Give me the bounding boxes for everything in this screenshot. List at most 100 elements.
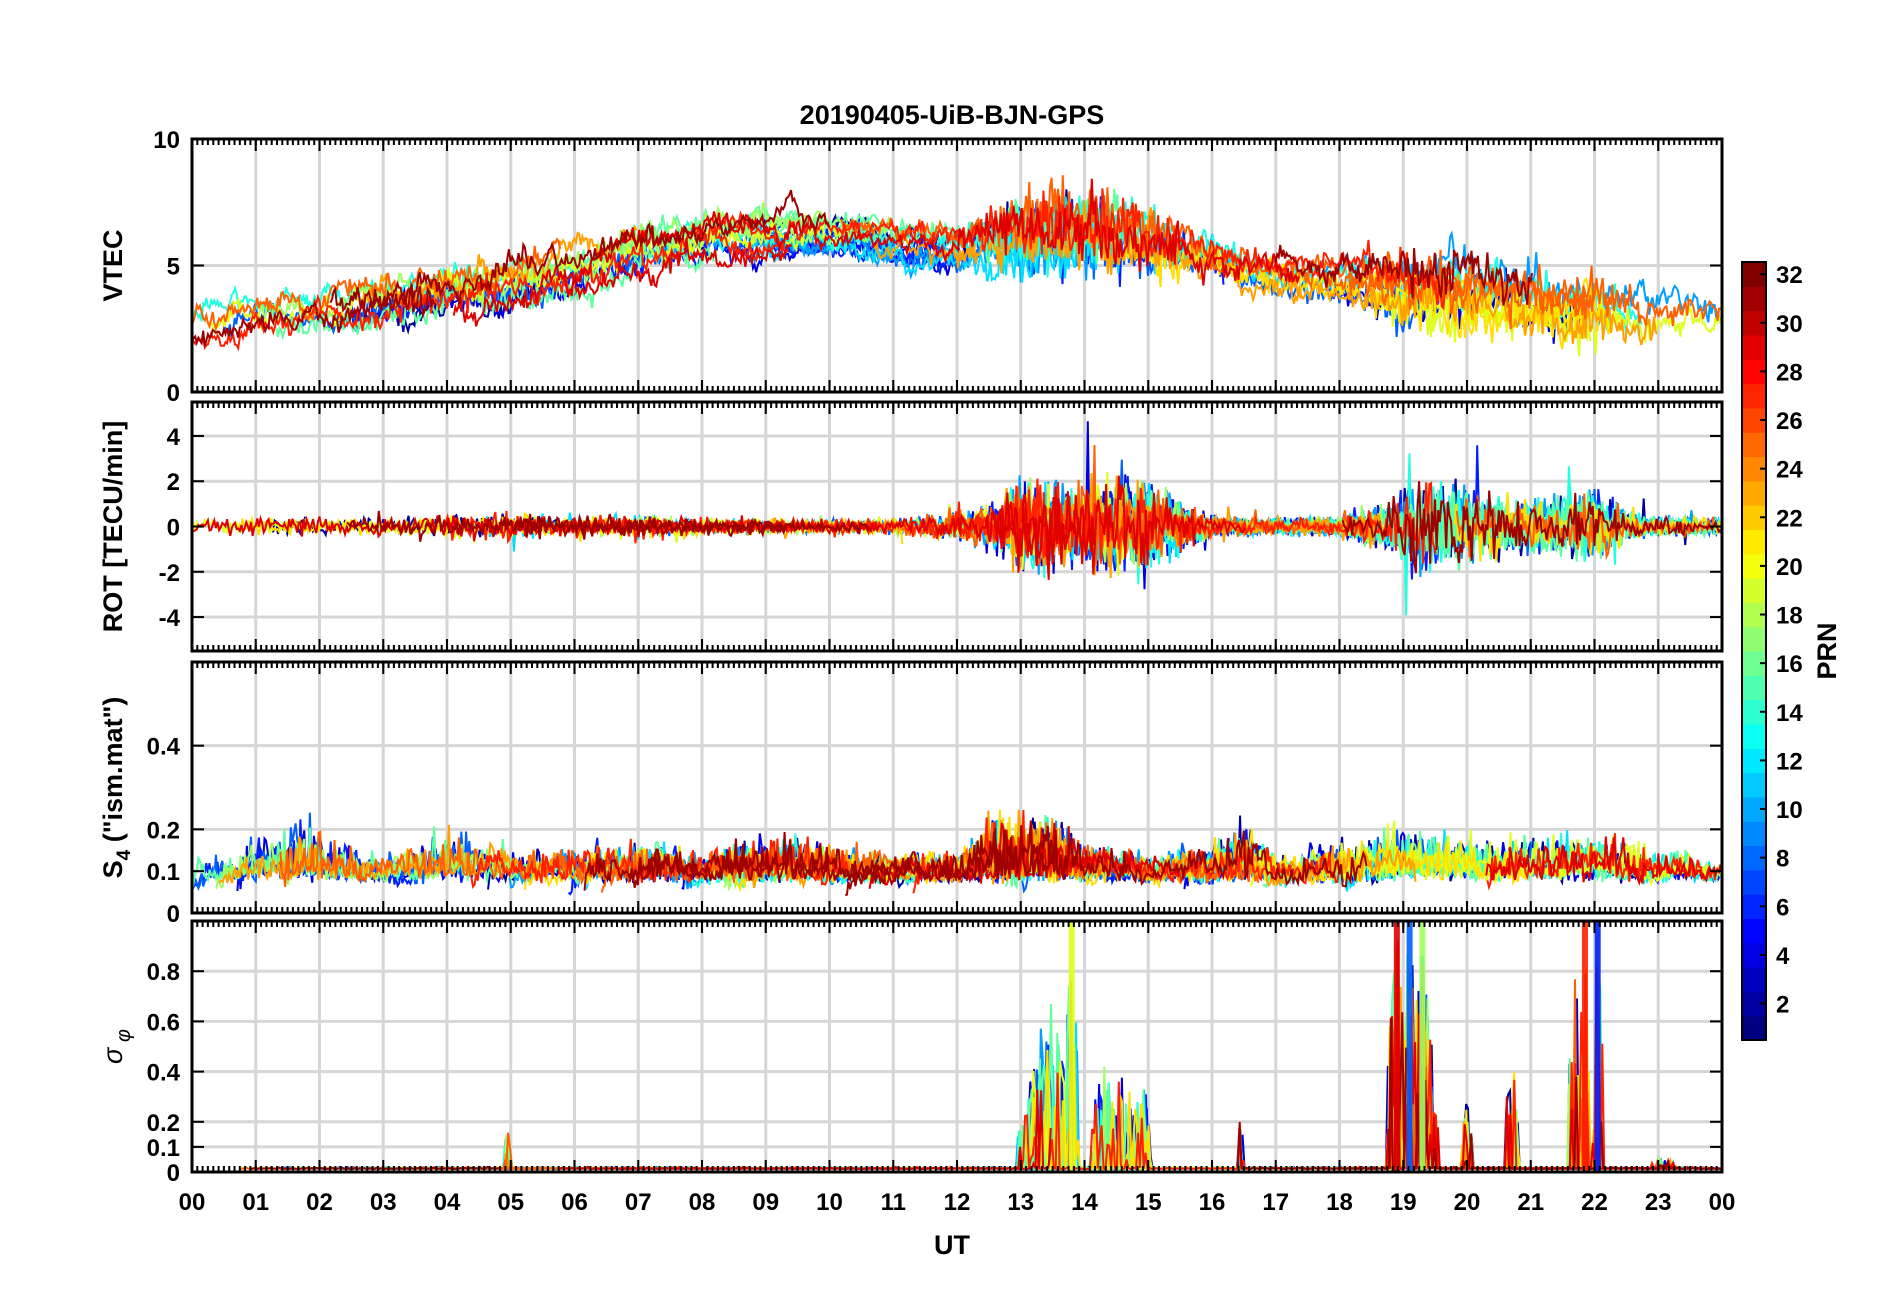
colorbar-band	[1742, 723, 1766, 749]
x-tick-label: 06	[561, 1189, 588, 1216]
y-tick-label: 4	[167, 424, 181, 451]
y-tick-label: 0.2	[147, 1110, 180, 1137]
prn-series-line	[329, 189, 831, 313]
x-tick-label: 03	[370, 1189, 397, 1216]
x-tick-label: 11	[881, 1189, 906, 1216]
prn-series-line	[1485, 836, 1722, 886]
x-tick-label: 19	[1390, 1189, 1417, 1216]
y-tick-label: 0.6	[147, 1009, 180, 1036]
y-axis-label-sigma_phi: σ φ	[98, 1029, 135, 1064]
colorbar-tick-label: 24	[1776, 457, 1803, 484]
y-tick-label: 0	[167, 380, 180, 407]
colorbar-tick-label: 4	[1776, 943, 1790, 970]
panel-sigma_phi: 00.10.2 0.4 0.6 0.8 σ φ	[98, 919, 1724, 1187]
colorbar-tick-label: 14	[1776, 700, 1803, 727]
y-tick-label: 0	[167, 901, 180, 928]
colorbar-band	[1742, 480, 1766, 506]
x-tick-label: 22	[1581, 1189, 1608, 1216]
saturated-spike	[1068, 921, 1075, 1172]
y-tick-label: 5	[167, 254, 180, 281]
x-tick-label: 17	[1262, 1189, 1289, 1216]
x-tick-label: 14	[1071, 1189, 1098, 1216]
x-tick-label: 23	[1645, 1189, 1672, 1216]
phi-subscript: φ	[113, 1029, 135, 1048]
saturated-spike	[1581, 921, 1588, 1172]
series-group-vtec	[192, 175, 1722, 357]
y-axis-label-s4: S4 ("ism.mat")	[98, 697, 135, 879]
colorbar-label: PRN	[1812, 622, 1842, 679]
y-tick-label: 0.1	[147, 859, 180, 886]
x-tick-label: 20	[1454, 1189, 1481, 1216]
x-axis-label: UT	[934, 1230, 970, 1260]
colorbar-band	[1742, 334, 1766, 360]
prn-series-line	[912, 809, 1340, 894]
colorbar-band	[1742, 626, 1766, 652]
x-tick-label: 00	[179, 1189, 206, 1216]
colorbar-tick-label: 30	[1776, 311, 1803, 338]
colorbar-tick-label: 20	[1776, 554, 1803, 581]
x-tick-label: 04	[434, 1189, 461, 1216]
colorbar-tick-label: 26	[1776, 408, 1803, 435]
prn-series-line	[346, 510, 788, 542]
prn-series-line	[583, 820, 1055, 891]
x-tick-label: 00	[1709, 1189, 1736, 1216]
colorbar-tick-label: 32	[1776, 262, 1803, 289]
x-tick-label: 05	[497, 1189, 524, 1216]
prn-series-line	[526, 513, 870, 540]
x-tick-label: 02	[306, 1189, 333, 1216]
y-tick-label: -2	[159, 560, 180, 587]
prn-series-line	[845, 825, 1368, 897]
x-tick-label: 21	[1517, 1189, 1544, 1216]
colorbar-tick-label: 6	[1776, 894, 1789, 921]
colorbar-band	[1742, 432, 1766, 458]
prn-series-line	[559, 1089, 1052, 1171]
chart-title: 20190405-UiB-BJN-GPS	[800, 100, 1105, 130]
x-tick-label: 13	[1007, 1189, 1034, 1216]
prn-series-line	[1486, 833, 1717, 891]
colorbar-band	[1742, 578, 1766, 603]
x-tick-label: 12	[944, 1189, 971, 1216]
x-tick-label: 08	[689, 1189, 716, 1216]
prn-series-line	[629, 832, 890, 888]
prn-series-line	[846, 486, 1097, 567]
colorbar-band	[1742, 529, 1766, 555]
colorbar-tick-label: 22	[1776, 505, 1803, 532]
prn-series-line	[192, 285, 436, 347]
saturated-spike	[1419, 921, 1426, 1172]
x-tick-label: 16	[1199, 1189, 1226, 1216]
prn-series-line	[1274, 244, 1534, 306]
colorbar-tick-label: 10	[1776, 797, 1803, 824]
y-tick-label: 0.4	[147, 734, 181, 761]
x-tick-label: 15	[1135, 1189, 1162, 1216]
colorbar-frame	[1741, 261, 1767, 1041]
colorbar-band	[1742, 772, 1766, 798]
series-group-rot	[192, 421, 1722, 616]
colorbar-band	[1742, 869, 1766, 895]
colorbar-band	[1742, 675, 1766, 701]
series-group-sigma_phi	[238, 921, 1722, 1172]
prn-series-line	[600, 822, 1260, 893]
y-tick-label: 0.2	[147, 817, 180, 844]
colorbar-band	[1742, 967, 1766, 992]
colorbar-band	[1742, 821, 1766, 847]
y-tick-label: 0.1	[147, 1135, 180, 1162]
s4-suffix: ("ism.mat")	[98, 697, 128, 850]
colorbar-band	[1742, 383, 1766, 409]
series-group-s4	[192, 809, 1722, 897]
prn-series-line	[710, 188, 1451, 311]
x-tick-label: 10	[816, 1189, 843, 1216]
colorbar-tick-label: 8	[1776, 846, 1789, 873]
colorbar-tick-label: 2	[1776, 992, 1789, 1019]
colorbar-tick-label: 12	[1776, 748, 1803, 775]
y-tick-label: 10	[153, 127, 180, 154]
y-tick-label: 0.4	[147, 1060, 181, 1087]
colorbar-tick-label: 18	[1776, 603, 1803, 630]
y-tick-label: 0	[167, 515, 180, 542]
x-tick-label: 07	[625, 1189, 652, 1216]
x-tick-label: 09	[752, 1189, 779, 1216]
prn-series-line	[745, 211, 1099, 283]
x-tick-label: 18	[1326, 1189, 1353, 1216]
prn-series-line	[452, 238, 793, 327]
prn-series-line	[1341, 481, 1722, 574]
